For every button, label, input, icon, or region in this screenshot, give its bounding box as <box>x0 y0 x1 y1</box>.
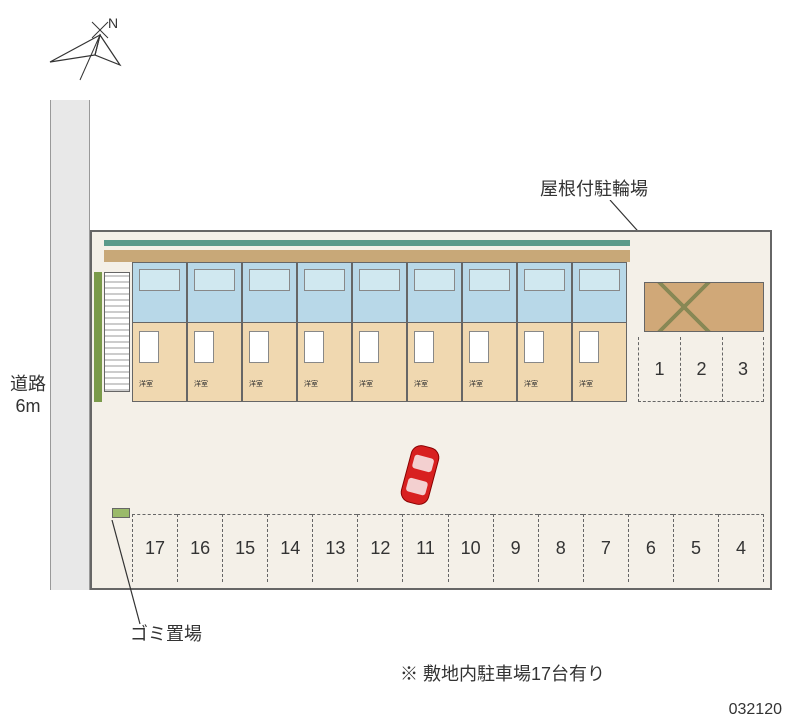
unit-bath <box>353 263 406 323</box>
unit: 洋室 <box>462 262 517 402</box>
parking-slot: 14 <box>267 514 312 582</box>
parking-slot: 5 <box>673 514 718 582</box>
unit-room: 洋室 <box>408 323 461 401</box>
parking-slot: 6 <box>628 514 673 582</box>
unit-room: 洋室 <box>133 323 186 401</box>
unit-room-label: 洋室 <box>414 379 428 389</box>
unit-room: 洋室 <box>463 323 516 401</box>
unit-room-label: 洋室 <box>579 379 593 389</box>
unit-bath <box>298 263 351 323</box>
parking-slot: 11 <box>402 514 447 582</box>
corridor-strip <box>104 240 630 246</box>
parking-slot: 13 <box>312 514 357 582</box>
parking-slot: 7 <box>583 514 628 582</box>
unit-room: 洋室 <box>353 323 406 401</box>
unit-bath <box>408 263 461 323</box>
unit: 洋室 <box>187 262 242 402</box>
green-strip <box>94 272 102 402</box>
unit: 洋室 <box>132 262 187 402</box>
unit-bath <box>573 263 626 323</box>
unit-room-label: 洋室 <box>359 379 373 389</box>
unit-room-label: 洋室 <box>249 379 263 389</box>
unit: 洋室 <box>297 262 352 402</box>
bike-shed-callout: 屋根付駐輪場 <box>540 175 648 201</box>
compass-n-label: N <box>108 15 118 31</box>
unit-bath <box>463 263 516 323</box>
unit: 洋室 <box>352 262 407 402</box>
unit: 洋室 <box>407 262 462 402</box>
parking-slot: 15 <box>222 514 267 582</box>
trash-callout: ゴミ置場 <box>130 620 202 646</box>
stairs-icon <box>104 272 130 392</box>
document-number: 032120 <box>729 701 782 719</box>
unit-room: 洋室 <box>298 323 351 401</box>
parking-slot: 2 <box>680 337 722 402</box>
bike-shed <box>644 282 764 332</box>
unit-room-label: 洋室 <box>194 379 208 389</box>
unit-room: 洋室 <box>573 323 626 401</box>
site-boundary: 洋室洋室洋室洋室洋室洋室洋室洋室洋室 123 17161514131211109… <box>90 230 772 590</box>
parking-slot: 1 <box>638 337 680 402</box>
unit-room-label: 洋室 <box>524 379 538 389</box>
trash-area <box>112 508 130 518</box>
road-width-text: 6m <box>10 396 46 417</box>
unit-room-label: 洋室 <box>304 379 318 389</box>
parking-slot: 10 <box>448 514 493 582</box>
road-label: 道路 6m <box>10 370 46 417</box>
footnote-text: ※ 敷地内駐車場17台有り <box>400 660 605 686</box>
unit-room-label: 洋室 <box>469 379 483 389</box>
unit-bath <box>188 263 241 323</box>
parking-slot: 9 <box>493 514 538 582</box>
bottom-parking-row: 1716151413121110987654 <box>132 514 764 582</box>
units-row: 洋室 洋室 洋室 洋室 洋室 洋室 洋室 洋室 洋室 <box>132 262 627 402</box>
parking-slot: 4 <box>718 514 764 582</box>
unit-bath <box>518 263 571 323</box>
unit: 洋室 <box>572 262 627 402</box>
car-icon <box>394 438 446 511</box>
unit-room-label: 洋室 <box>139 379 153 389</box>
parking-slot: 12 <box>357 514 402 582</box>
unit-bath <box>133 263 186 323</box>
path-strip <box>104 250 630 262</box>
parking-slot: 17 <box>132 514 177 582</box>
unit: 洋室 <box>517 262 572 402</box>
parking-slot: 3 <box>722 337 764 402</box>
unit-bath <box>243 263 296 323</box>
parking-slot: 16 <box>177 514 222 582</box>
unit: 洋室 <box>242 262 297 402</box>
compass-icon: N <box>30 10 130 90</box>
unit-room: 洋室 <box>518 323 571 401</box>
unit-room: 洋室 <box>188 323 241 401</box>
unit-room: 洋室 <box>243 323 296 401</box>
top-parking-row: 123 <box>638 337 764 402</box>
road-label-text: 道路 <box>10 370 46 396</box>
parking-slot: 8 <box>538 514 583 582</box>
road-strip <box>50 100 90 590</box>
